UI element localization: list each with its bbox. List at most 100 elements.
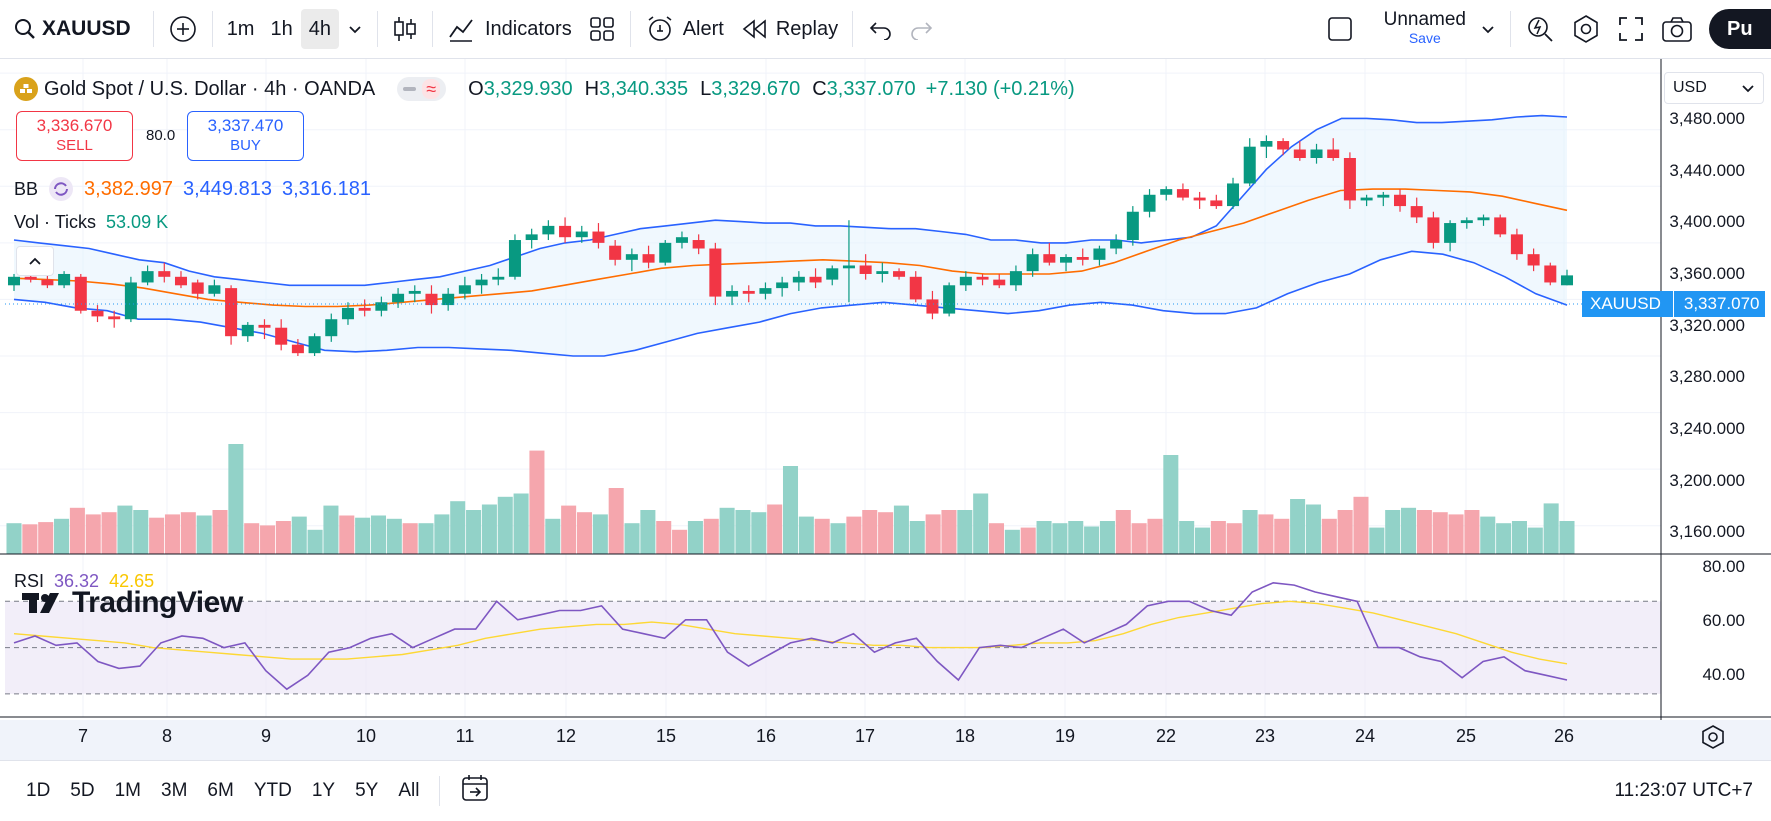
rsi-pane bbox=[5, 581, 1661, 695]
symbol-search-button[interactable]: XAUUSD bbox=[6, 9, 139, 49]
volume-bar bbox=[1464, 510, 1480, 554]
chevron-up-icon bbox=[29, 257, 41, 265]
compare-symbol-button[interactable] bbox=[160, 9, 206, 49]
chart-area[interactable]: TradingView bbox=[0, 59, 1771, 720]
clock[interactable]: 11:23:07 UTC+7 bbox=[1614, 780, 1753, 801]
volume-bar bbox=[1496, 523, 1512, 554]
volume-bar bbox=[893, 505, 909, 554]
rsi-ma-line bbox=[13, 600, 1568, 665]
indicators-button[interactable]: Indicators bbox=[439, 9, 580, 49]
volume-bar bbox=[117, 505, 133, 554]
candle-body bbox=[191, 282, 204, 294]
redo-button[interactable] bbox=[901, 9, 943, 49]
layout-name-block: Unnamed Save bbox=[1384, 10, 1466, 47]
chevron-down-icon bbox=[1482, 26, 1494, 34]
indicators-label: Indicators bbox=[484, 17, 572, 40]
candle-body bbox=[425, 293, 438, 306]
candle-body bbox=[826, 268, 839, 280]
candle-body bbox=[475, 279, 488, 286]
snapshot-button[interactable] bbox=[1653, 9, 1701, 49]
candle-body bbox=[41, 279, 54, 286]
volume-bar bbox=[418, 523, 434, 554]
interval-1m[interactable]: 1m bbox=[219, 9, 263, 49]
chart-type-button[interactable] bbox=[384, 9, 426, 49]
volume-bar bbox=[275, 521, 291, 554]
layout-menu[interactable]: Unnamed Save bbox=[1318, 9, 1504, 49]
volume-bar bbox=[1242, 510, 1258, 554]
candle-body bbox=[1193, 197, 1206, 201]
camera-icon bbox=[1662, 17, 1692, 42]
quick-search-button[interactable] bbox=[1517, 9, 1563, 49]
candle-body bbox=[943, 285, 956, 314]
interval-dropdown[interactable] bbox=[339, 9, 371, 49]
candle-body bbox=[559, 225, 572, 238]
publish-button[interactable]: Pu bbox=[1709, 9, 1771, 49]
volume-bar bbox=[149, 517, 165, 554]
divider bbox=[629, 11, 631, 47]
candle-body bbox=[1494, 217, 1507, 235]
divider bbox=[1510, 11, 1511, 47]
settings-button[interactable] bbox=[1563, 9, 1609, 49]
volume-bar bbox=[481, 504, 497, 554]
layouts-button[interactable] bbox=[580, 9, 624, 49]
candle-body bbox=[792, 276, 805, 283]
range-3m[interactable]: 3M bbox=[161, 780, 188, 801]
candle-body bbox=[1043, 254, 1056, 263]
bb-upper-value: 3,449.813 bbox=[183, 177, 272, 200]
range-1m[interactable]: 1M bbox=[114, 780, 141, 801]
rsi-axis-label: 40.00 bbox=[1702, 665, 1745, 684]
collapse-legend-button[interactable] bbox=[16, 246, 54, 276]
chart-canvas[interactable] bbox=[0, 59, 1771, 720]
buy-label: BUY bbox=[230, 137, 261, 154]
divider bbox=[431, 11, 433, 47]
rsi-legend[interactable]: RSI 36.32 42.65 bbox=[14, 571, 154, 592]
volume-bar bbox=[925, 514, 941, 554]
date-label: 7 bbox=[77, 726, 89, 746]
candle-body bbox=[1510, 234, 1523, 255]
range-5y[interactable]: 5Y bbox=[355, 780, 379, 801]
candle-body bbox=[1110, 240, 1123, 249]
volume-legend[interactable]: Vol · Ticks 53.09 K bbox=[14, 212, 168, 233]
sell-button[interactable]: 3,336.670 SELL bbox=[16, 111, 133, 161]
open-key: O bbox=[468, 77, 484, 100]
layout-save-link[interactable]: Save bbox=[1408, 30, 1441, 46]
interval-1h[interactable]: 1h bbox=[262, 9, 300, 49]
replay-button[interactable]: Replay bbox=[732, 9, 846, 49]
interval-4h[interactable]: 4h bbox=[300, 9, 339, 49]
range-6m[interactable]: 6M bbox=[207, 780, 234, 801]
undo-button[interactable] bbox=[859, 9, 901, 49]
range-all[interactable]: All bbox=[398, 780, 420, 801]
replay-label: Replay bbox=[775, 17, 839, 40]
range-ytd[interactable]: YTD bbox=[253, 780, 292, 801]
buy-button[interactable]: 3,337.470 BUY bbox=[187, 111, 304, 161]
range-5d[interactable]: 5D bbox=[70, 780, 95, 801]
volume-bar bbox=[85, 514, 101, 554]
alert-button[interactable]: Alert bbox=[637, 9, 732, 49]
close-key: C bbox=[812, 77, 827, 100]
candle-body bbox=[609, 245, 622, 260]
main-legend: Gold Spot / U.S. Dollar · 4h · OANDA ≈ O… bbox=[14, 77, 1075, 101]
candle-body bbox=[275, 327, 288, 345]
time-axis-settings-button[interactable] bbox=[1700, 724, 1726, 755]
bb-legend[interactable]: BB 3,382.997 3,449.813 3,316.181 bbox=[14, 176, 371, 202]
candle-body bbox=[1277, 141, 1290, 150]
alert-label: Alert bbox=[682, 17, 724, 40]
candle-body bbox=[341, 307, 354, 320]
price-tag-symbol: XAUUSD bbox=[1590, 294, 1661, 313]
bb-lower-line bbox=[13, 250, 1568, 357]
volume-bar bbox=[1163, 455, 1179, 554]
currency-selector[interactable]: USD bbox=[1664, 72, 1764, 104]
divider bbox=[152, 11, 154, 47]
range-1d[interactable]: 1D bbox=[26, 780, 51, 801]
candle-body bbox=[74, 276, 87, 311]
volume-bar bbox=[973, 493, 989, 554]
fullscreen-button[interactable] bbox=[1609, 9, 1653, 49]
candle-body bbox=[909, 276, 922, 300]
candle-body bbox=[742, 290, 755, 294]
market-status-badge[interactable]: ≈ bbox=[397, 77, 447, 101]
volume-bar bbox=[782, 466, 799, 554]
volume-bar bbox=[38, 522, 54, 554]
goto-date-button[interactable] bbox=[460, 774, 492, 809]
symbol-title[interactable]: Gold Spot / U.S. Dollar · 4h · OANDA bbox=[44, 77, 376, 100]
range-1y[interactable]: 1Y bbox=[311, 780, 336, 801]
